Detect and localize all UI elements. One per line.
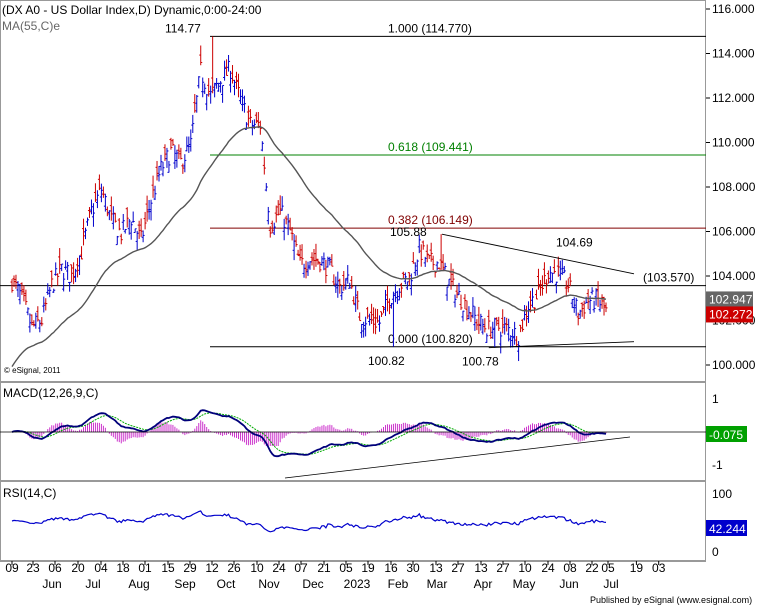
x-month-label: Sep <box>174 577 196 591</box>
x-day-label: 04 <box>94 561 108 575</box>
x-month-label: Nov <box>258 577 279 591</box>
fib-label: 0.000 (100.820) <box>388 332 473 346</box>
price-tick-label: 104.000 <box>712 269 756 283</box>
footer-credit: Published by eSignal (www.esignal.com) <box>590 595 752 605</box>
x-day-label: 24 <box>541 561 555 575</box>
price-tick-label: 110.000 <box>712 136 755 150</box>
x-day-label: 27 <box>451 561 465 575</box>
fib-label: 0.618 (109.441) <box>388 140 473 154</box>
price-axis: 116.000 114.000 112.000 110.000 108.000 106.0… <box>706 2 756 372</box>
x-day-label: 10 <box>250 561 264 575</box>
price-tick-label: 100.000 <box>712 358 756 372</box>
x-day-label: 09 <box>5 561 19 575</box>
x-axis: 09 23 06 20 04 18 01 15 29 12 26 10 24 07 21 05 19 16 30 13… <box>5 561 666 591</box>
x-day-label: 30 <box>406 561 420 575</box>
x-month-label: Jun <box>42 577 61 591</box>
fib-label: 0.382 (106.149) <box>388 213 473 227</box>
x-day-label: 15 <box>161 561 175 575</box>
x-day-label: 06 <box>48 561 62 575</box>
x-day-label: 13 <box>474 561 488 575</box>
x-day-label: 05 <box>339 561 353 575</box>
price-tick-label: 106.000 <box>712 225 756 239</box>
fibonacci-levels: 1.000 (114.770) 0.618 (109.441) 0.382 (106… <box>0 21 706 348</box>
x-month-label: Oct <box>217 577 236 591</box>
x-day-label: 23 <box>26 561 40 575</box>
x-month-label: Jul <box>603 577 618 591</box>
x-month-label: Jul <box>85 577 100 591</box>
support-line-label: (103.570) <box>643 271 694 285</box>
macd-line <box>11 409 607 458</box>
x-day-label: 03 <box>652 561 666 575</box>
x-month-label: 2023 <box>344 577 371 591</box>
price-annotation: 100.78 <box>462 355 499 369</box>
macd-trendline <box>284 436 631 479</box>
x-day-label: 10 <box>518 561 532 575</box>
rsi-line <box>11 510 607 533</box>
x-day-label: 20 <box>71 561 85 575</box>
macd-tick-bottom: -1 <box>712 458 723 472</box>
price-tick-label: 116.000 <box>712 2 755 16</box>
ma-legend: MA(55,C)e <box>2 19 60 33</box>
fib-label: 1.000 (114.770) <box>388 21 472 35</box>
price-tick-label: 112.000 <box>712 91 755 105</box>
x-day-label: 16 <box>384 561 398 575</box>
watermark: © eSignal, 2011 <box>4 366 61 375</box>
x-month-label: Jun <box>559 577 578 591</box>
rsi-panel <box>0 481 706 561</box>
x-day-label: 01 <box>138 561 152 575</box>
x-day-label: 08 <box>563 561 577 575</box>
x-day-label: 18 <box>116 561 130 575</box>
macd-panel <box>0 382 706 481</box>
ma-last-tag <box>706 291 753 308</box>
rsi-tick-top: 100 <box>712 487 732 501</box>
price-tick-label: 114.000 <box>712 47 755 61</box>
x-month-label: May <box>513 577 536 591</box>
x-day-label: 05 <box>601 561 615 575</box>
x-day-label: 21 <box>317 561 331 575</box>
x-day-label: 29 <box>183 561 197 575</box>
ma-line <box>11 126 607 367</box>
macd-last-value: -0.075 <box>709 428 743 442</box>
x-day-label: 26 <box>227 561 241 575</box>
macd-tick-top: 1 <box>712 392 719 406</box>
x-month-label: Mar <box>427 577 448 591</box>
trend-lines <box>441 233 635 349</box>
x-month-label: Feb <box>388 577 409 591</box>
x-day-label: 07 <box>294 561 308 575</box>
x-month-label: Aug <box>128 577 149 591</box>
price-annotation: 104.69 <box>556 236 593 250</box>
rsi-label: RSI(14,C) <box>3 486 56 500</box>
x-day-label: 13 <box>429 561 443 575</box>
price-annotation: 114.77 <box>165 21 201 35</box>
price-annotation: 105.88 <box>390 225 427 239</box>
x-month-label: Apr <box>474 577 493 591</box>
x-day-label: 19 <box>630 561 644 575</box>
macd-label: MACD(12,26,9,C) <box>3 386 98 400</box>
chart-title: (DX A0 - US Dollar Index,D) Dynamic,0:00… <box>2 3 262 17</box>
rsi-last-value: 42.244 <box>709 522 746 536</box>
ma-last-value: 102.947 <box>709 292 753 306</box>
price-last-value: 102.272 <box>709 307 753 321</box>
price-tick-label: 108.000 <box>712 180 756 194</box>
macd-last-tag <box>706 426 747 442</box>
x-month-label: Dec <box>302 577 323 591</box>
x-day-label: 12 <box>205 561 219 575</box>
x-day-label: 22 <box>585 561 599 575</box>
price-panel <box>0 0 706 382</box>
x-day-label: 19 <box>361 561 375 575</box>
resistance-trendline <box>441 233 635 275</box>
rsi-tick-bottom: 0 <box>712 545 719 559</box>
x-day-label: 27 <box>496 561 510 575</box>
x-day-label: 24 <box>272 561 286 575</box>
price-annotation: 100.82 <box>368 354 405 368</box>
rsi-last-tag <box>706 520 747 536</box>
price-last-tag <box>706 306 753 323</box>
price-annotations: 114.77 105.88 104.69 100.82 100.78 <box>165 21 593 368</box>
support-trendline <box>488 341 635 349</box>
